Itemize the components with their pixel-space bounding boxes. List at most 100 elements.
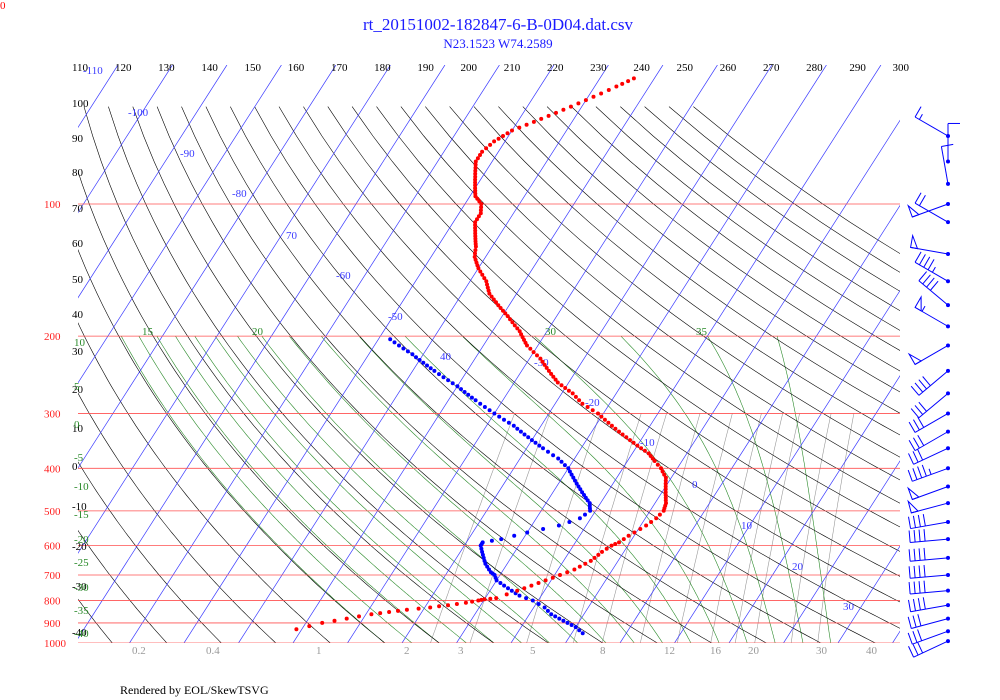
temperature-point [488, 142, 493, 147]
temperature-point [606, 88, 611, 92]
isotherm-line [674, 290, 900, 643]
dewpoint-point [425, 363, 429, 368]
theta-top-label: 210 [504, 62, 521, 74]
dewpoint-point [573, 478, 577, 483]
temperature-point [542, 362, 547, 367]
dry-adiabat-line [571, 106, 900, 351]
mixing-ratio-line [710, 413, 762, 643]
dewpoint-point [487, 408, 492, 413]
isotherm-line [78, 65, 173, 214]
temperature-point [480, 149, 485, 154]
dewpoint-point [441, 375, 446, 380]
dry-adiabat-line [108, 106, 549, 643]
moist-adiabat-line [358, 336, 663, 643]
wind-barb [908, 639, 950, 658]
temperature-point [554, 110, 558, 115]
pressure-label: 500 [44, 506, 61, 518]
temperature-point [473, 251, 477, 256]
temperature-point [563, 386, 568, 390]
temperature-point [591, 94, 596, 99]
dewpoint-point [502, 417, 506, 422]
temperature-point [479, 205, 484, 210]
moist-top-label: 35 [696, 326, 708, 338]
temperature-point [617, 540, 621, 545]
mixing-ratio-line [526, 413, 601, 643]
isotherm-label: 40 [440, 351, 452, 363]
wind-barb [907, 484, 950, 501]
temperature-point [626, 79, 631, 84]
temperature-point [596, 411, 600, 416]
temperature-point [494, 596, 499, 601]
dewpoint-point [567, 469, 572, 474]
axis-labels: 110 120 130 140 150 160 170 180 190 200 210 220 230 2… [44, 62, 910, 657]
temperature-point [663, 481, 668, 486]
dry-adiabat-line [278, 106, 900, 629]
wind-barb [910, 391, 950, 419]
temperature-point [644, 523, 649, 528]
temperature-point [515, 326, 520, 331]
dewpoint-point [428, 366, 433, 371]
theta-top-label: 150 [245, 62, 262, 74]
dewpoint-point [577, 516, 582, 521]
dewpoint-point [455, 384, 460, 389]
pressure-label: 900 [44, 618, 61, 630]
isotherm-label: -50 [388, 311, 403, 323]
dry-adiabat-line [522, 106, 900, 393]
dewpoint-point [479, 546, 484, 551]
temperature-point [609, 423, 614, 428]
temperature-point [487, 291, 492, 296]
dewpoint-point [405, 349, 410, 354]
theta-left-label: 30 [72, 346, 84, 358]
temperature-point [565, 570, 570, 575]
temperature-point [473, 168, 478, 173]
wind-barbs [907, 106, 960, 658]
theta-left-label: 20 [72, 384, 84, 396]
dewpoint-point [542, 605, 547, 610]
temperature-point [473, 159, 478, 164]
isotherm-label: -100 [128, 107, 149, 119]
mixing-label: 2 [404, 645, 410, 657]
moist-adiabat-line [237, 336, 550, 643]
dewpoint-point [492, 411, 497, 416]
theta-left-label: 0 [72, 461, 78, 473]
isotherm-line [347, 65, 718, 643]
dry-adiabat-line [0, 107, 10, 653]
dewpoint-point [580, 631, 585, 636]
dewpoint-point [509, 588, 514, 593]
theta-top-label: 270 [763, 62, 780, 74]
mixing-ratio-line [734, 413, 783, 643]
dewpoint-point [545, 608, 550, 613]
mixing-label: 1 [316, 645, 322, 657]
dewpoint-point [525, 530, 530, 535]
isotherm-line [510, 65, 882, 643]
moist-left-label: -5 [74, 452, 84, 464]
moist-adiabat-line [776, 336, 832, 643]
dewpoint-point [512, 533, 517, 538]
wind-barb [908, 565, 950, 579]
pressure-label: 200 [44, 331, 61, 343]
temperature-point [609, 543, 614, 548]
dewpoint-point [541, 446, 545, 451]
temperature-point [515, 588, 520, 593]
dewpoint-point [480, 540, 485, 545]
theta-left-label: 60 [72, 238, 84, 250]
temperature-point [503, 311, 508, 316]
temperature-point [486, 288, 491, 293]
theta-top-label: 300 [893, 62, 910, 74]
wind-barb [940, 143, 954, 186]
pressure-label: 600 [44, 541, 61, 553]
wind-barb [908, 580, 950, 595]
temperature-point [663, 475, 668, 480]
temperature-point [473, 177, 478, 182]
theta-left-label: 70 [72, 203, 84, 215]
temperature-point [561, 107, 566, 112]
temperature-point [550, 575, 555, 580]
chart-title: rt_20151002-182847-6-B-0D04.dat.csv [363, 15, 634, 34]
dry-adiabat-line [400, 106, 900, 504]
dewpoint-point [478, 401, 483, 406]
pressure-label: 100 [44, 199, 61, 211]
dry-adiabat-line [644, 106, 900, 292]
dewpoint-point [529, 438, 534, 443]
temperature-point [528, 346, 533, 351]
theta-top-label: 250 [677, 62, 694, 74]
